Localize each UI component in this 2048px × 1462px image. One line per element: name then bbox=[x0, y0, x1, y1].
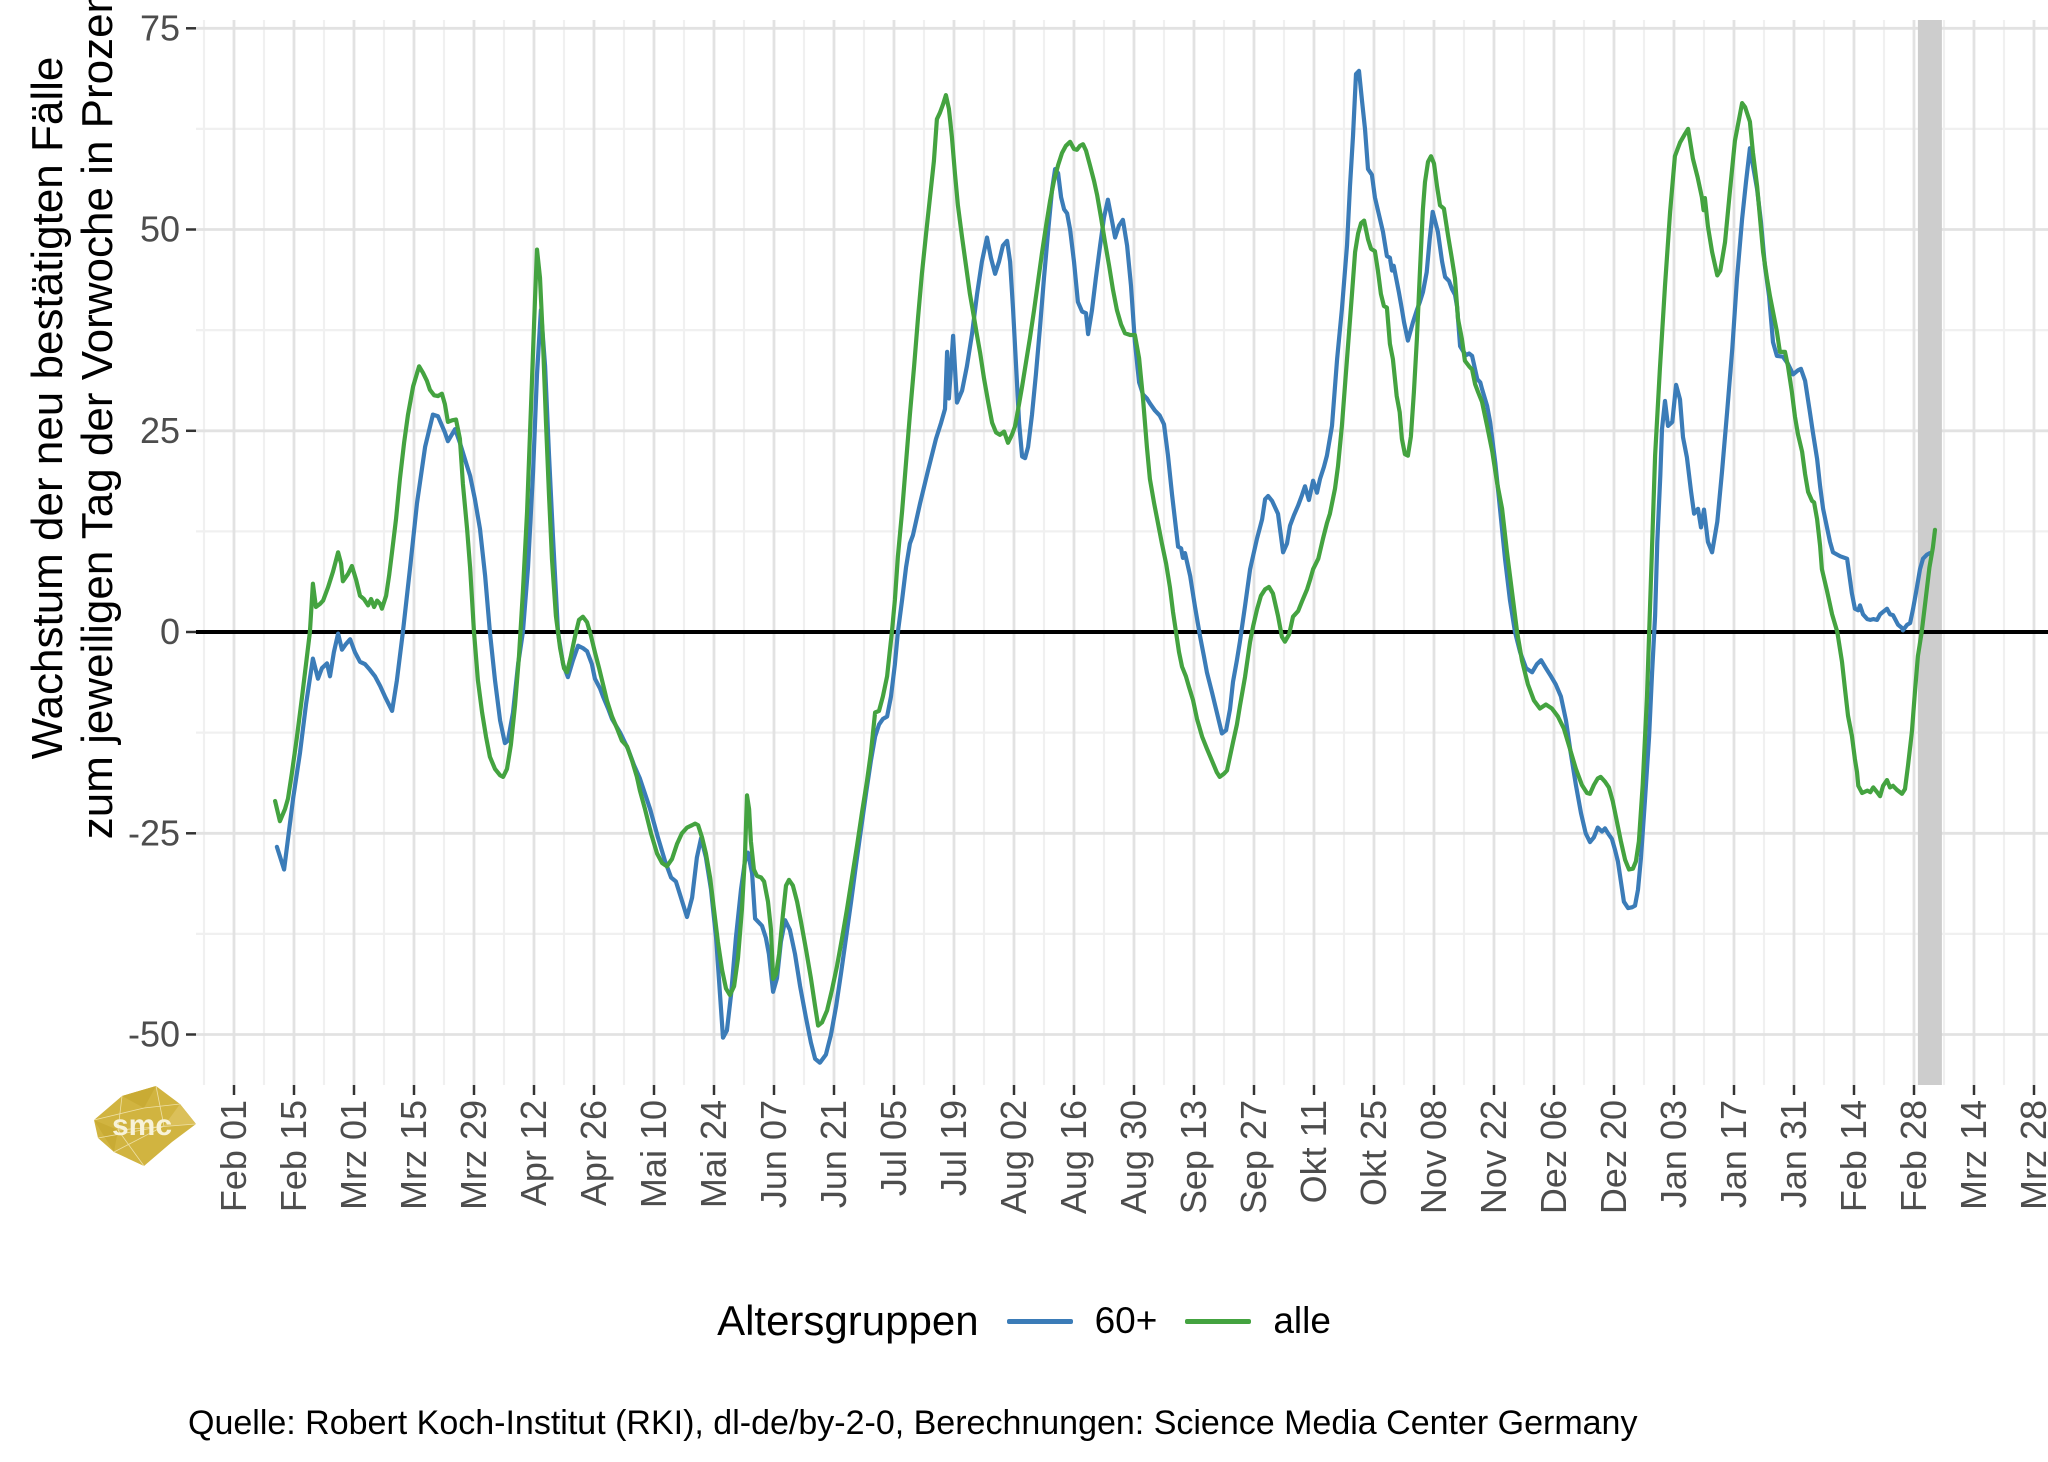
smc-logo: smc bbox=[93, 1085, 197, 1167]
x-tick-label: Jan 03 bbox=[1653, 1100, 1694, 1208]
x-tick-label: Nov 08 bbox=[1413, 1100, 1454, 1214]
y-tick-label: 0 bbox=[160, 611, 180, 652]
x-tick-label: Mrz 14 bbox=[1953, 1100, 1994, 1210]
y-axis-title-line2: zum jeweiligen Tag der Vorwoche in Proze… bbox=[73, 0, 122, 839]
x-tick-label: Dez 06 bbox=[1533, 1100, 1574, 1214]
source-caption: Quelle: Robert Koch-Institut (RKI), dl-d… bbox=[188, 1404, 1638, 1442]
y-tick-label: 75 bbox=[140, 7, 180, 48]
legend-swatch-60plus-icon bbox=[1006, 1318, 1073, 1324]
legend: Altersgruppen 60+ alle bbox=[0, 1286, 2048, 1356]
x-tick-label: Mai 10 bbox=[633, 1100, 674, 1208]
y-tick-label: -25 bbox=[128, 812, 180, 853]
y-tick-label: 25 bbox=[140, 410, 180, 451]
legend-label-60plus: 60+ bbox=[1094, 1300, 1158, 1341]
gridlines-major bbox=[196, 20, 2048, 1085]
x-tick-label: Dez 20 bbox=[1593, 1100, 1634, 1214]
x-tick-label: Mrz 28 bbox=[2013, 1100, 2048, 1210]
x-tick-label: Apr 12 bbox=[513, 1100, 554, 1206]
x-tick-label: Okt 11 bbox=[1293, 1100, 1334, 1203]
x-tick-label: Apr 26 bbox=[573, 1100, 614, 1206]
legend-swatch-alle-icon bbox=[1185, 1318, 1252, 1324]
legend-item-60plus[interactable]: 60+ bbox=[1006, 1300, 1158, 1342]
x-tick-label: Mrz 29 bbox=[453, 1100, 494, 1210]
logo-blob bbox=[94, 1086, 196, 1166]
x-tick-label: Aug 16 bbox=[1053, 1100, 1094, 1214]
legend-title: Altersgruppen bbox=[717, 1297, 979, 1344]
x-tick-label: Feb 01 bbox=[213, 1100, 254, 1212]
x-tick-label: Feb 15 bbox=[273, 1100, 314, 1212]
x-tick-label: Jan 31 bbox=[1773, 1100, 1814, 1208]
axis-ticks bbox=[186, 27, 2036, 1095]
x-tick-label: Aug 02 bbox=[993, 1100, 1034, 1214]
y-axis-labels: 75 50 25 0 -25 -50 bbox=[128, 7, 180, 1054]
y-tick-label: -50 bbox=[128, 1014, 180, 1055]
x-tick-label: Jul 05 bbox=[873, 1100, 914, 1196]
x-tick-label: Jun 07 bbox=[753, 1100, 794, 1208]
legend-item-alle[interactable]: alle bbox=[1185, 1300, 1331, 1342]
x-tick-label: Okt 25 bbox=[1353, 1100, 1394, 1206]
x-tick-label: Mai 24 bbox=[693, 1100, 734, 1208]
x-tick-label: Feb 14 bbox=[1833, 1100, 1874, 1212]
gridlines-minor bbox=[196, 20, 2048, 1085]
x-tick-label: Sep 27 bbox=[1233, 1100, 1274, 1214]
legend-label-alle: alle bbox=[1273, 1300, 1331, 1341]
y-tick-label: 50 bbox=[140, 209, 180, 250]
x-tick-label: Aug 30 bbox=[1113, 1100, 1154, 1214]
series-line-alle bbox=[273, 92, 1938, 1028]
y-axis-title: Wachstum der neu bestätigten Fälle zum je… bbox=[23, 0, 122, 839]
x-tick-label: Mrz 15 bbox=[393, 1100, 434, 1210]
x-tick-label: Jun 21 bbox=[813, 1100, 854, 1208]
x-tick-label: Jan 17 bbox=[1713, 1100, 1754, 1208]
x-axis-labels: Feb 01 Feb 15 Mrz 01 Mrz 15 Mrz 29 Apr 12 Apr … bbox=[213, 1100, 2048, 1214]
y-axis-title-line1: Wachstum der neu bestätigten Fälle bbox=[23, 57, 72, 760]
x-tick-label: Sep 13 bbox=[1173, 1100, 1214, 1214]
x-tick-label: Feb 28 bbox=[1893, 1100, 1934, 1212]
logo-text: smc bbox=[112, 1109, 172, 1142]
x-tick-label: Mrz 01 bbox=[333, 1100, 374, 1210]
x-tick-label: Jul 19 bbox=[933, 1100, 974, 1196]
x-tick-label: Nov 22 bbox=[1473, 1100, 1514, 1214]
